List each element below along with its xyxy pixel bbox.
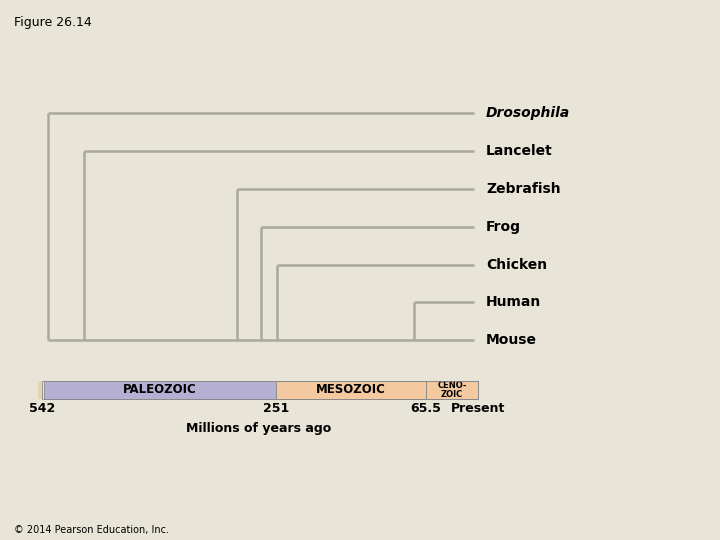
Text: Figure 26.14: Figure 26.14 xyxy=(14,16,92,29)
Text: CENO-
ZOIC: CENO- ZOIC xyxy=(437,381,467,399)
Text: Present: Present xyxy=(451,402,505,415)
Text: Mouse: Mouse xyxy=(486,333,537,347)
Text: 65.5: 65.5 xyxy=(410,402,441,415)
Bar xyxy=(38,381,42,399)
Bar xyxy=(42,381,478,399)
Text: MESOZOIC: MESOZOIC xyxy=(316,383,386,396)
Text: Frog: Frog xyxy=(486,220,521,234)
Text: Chicken: Chicken xyxy=(486,258,547,272)
Text: 251: 251 xyxy=(264,402,289,415)
Text: PALEOZOIC: PALEOZOIC xyxy=(123,383,197,396)
Text: Millions of years ago: Millions of years ago xyxy=(186,422,332,435)
Text: © 2014 Pearson Education, Inc.: © 2014 Pearson Education, Inc. xyxy=(14,524,169,535)
Bar xyxy=(276,381,426,399)
Text: Drosophila: Drosophila xyxy=(486,106,570,120)
Text: Zebrafish: Zebrafish xyxy=(486,182,561,196)
Bar xyxy=(44,381,276,399)
Text: Human: Human xyxy=(486,295,541,309)
Text: 542: 542 xyxy=(29,402,55,415)
Bar xyxy=(426,381,478,399)
Text: Lancelet: Lancelet xyxy=(486,144,553,158)
